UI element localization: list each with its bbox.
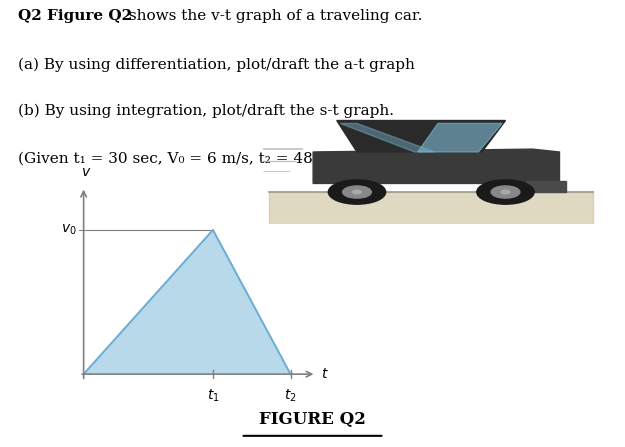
Circle shape — [491, 186, 520, 198]
Text: shows the v-t graph of a traveling car.: shows the v-t graph of a traveling car. — [124, 9, 422, 23]
Polygon shape — [526, 181, 566, 192]
Text: $t$: $t$ — [321, 367, 329, 381]
Text: $t_2$: $t_2$ — [284, 388, 297, 404]
Circle shape — [501, 190, 510, 194]
Polygon shape — [313, 149, 559, 183]
Text: $v_0$: $v_0$ — [61, 223, 77, 237]
Circle shape — [328, 180, 386, 204]
Polygon shape — [84, 230, 291, 374]
Text: $t_1$: $t_1$ — [207, 388, 219, 404]
Polygon shape — [340, 123, 434, 152]
Text: (a) By using differentiation, plot/draft the a-t graph: (a) By using differentiation, plot/draft… — [19, 57, 416, 72]
Text: FIGURE Q2: FIGURE Q2 — [259, 411, 366, 428]
Text: (Given t₁ = 30 sec, V₀ = 6 m/s, t₂ = 48 sec and S₀ = 0 m) (10 marks): (Given t₁ = 30 sec, V₀ = 6 m/s, t₂ = 48 … — [19, 152, 544, 166]
Circle shape — [342, 186, 371, 198]
Circle shape — [477, 180, 534, 204]
Text: $v$: $v$ — [81, 165, 91, 180]
Circle shape — [352, 190, 361, 194]
Polygon shape — [418, 123, 502, 152]
Polygon shape — [337, 121, 506, 152]
Text: (b) By using integration, plot/draft the s-t graph.: (b) By using integration, plot/draft the… — [19, 104, 394, 118]
Text: Q2 Figure Q2: Q2 Figure Q2 — [19, 9, 132, 23]
Polygon shape — [269, 192, 593, 224]
